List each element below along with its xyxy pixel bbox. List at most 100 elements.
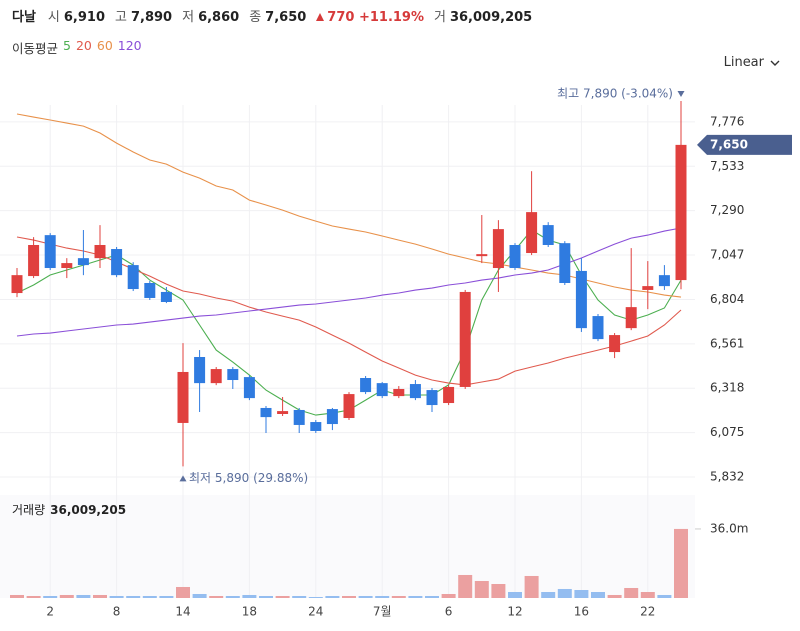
- volume-bar: [93, 594, 107, 598]
- volume-bar: [541, 591, 556, 598]
- volume-title-value: 36,009,205: [50, 503, 126, 517]
- change-value: 770 +11.19%: [327, 9, 424, 25]
- candle-body: [260, 407, 272, 418]
- x-tick-label: 18: [242, 605, 257, 619]
- open-value: 6,910: [63, 10, 106, 25]
- y-tick-label: 6,561: [710, 336, 744, 350]
- volume-label: 거: [434, 10, 446, 25]
- candle-body: [409, 384, 421, 399]
- volume-bar: [126, 596, 141, 598]
- volume-panel: [0, 495, 695, 598]
- last-price-label: 7,650: [710, 137, 748, 151]
- ma-line: [16, 227, 682, 337]
- candle-body: [658, 275, 670, 287]
- volume-bar: [192, 593, 207, 598]
- x-tick-label: 16: [574, 605, 589, 619]
- candle-body: [476, 254, 488, 257]
- volume-bar: [657, 594, 672, 598]
- last-price-tag: [697, 134, 792, 155]
- candle-body: [675, 144, 687, 281]
- low-marker: [179, 475, 187, 482]
- x-tick-label: 14: [175, 605, 190, 619]
- y-tick-label: 7,047: [710, 248, 744, 262]
- x-tick-label: 8: [113, 605, 121, 619]
- volume-bar: [292, 596, 307, 598]
- high-value: 7,890: [130, 10, 173, 25]
- candle-body: [509, 244, 521, 269]
- y-tick-label: 6,804: [710, 292, 744, 306]
- volume-bar: [209, 596, 224, 598]
- up-arrow: [316, 13, 325, 21]
- x-tick-label: 22: [640, 605, 655, 619]
- volume-bar: [441, 593, 456, 598]
- volume-bar: [176, 586, 190, 598]
- scale-menu-label[interactable]: Linear: [723, 55, 764, 70]
- candle-body: [11, 275, 23, 294]
- candle-body: [227, 369, 239, 381]
- candle-body: [592, 316, 604, 340]
- volume-bar: [474, 580, 489, 598]
- candle-body: [243, 377, 255, 399]
- low-value: 6,860: [198, 10, 240, 25]
- y-tick-label: 7,290: [710, 203, 744, 217]
- volume-bar: [43, 596, 58, 598]
- high-label: 고: [115, 10, 127, 25]
- legend-entry: 5: [63, 38, 71, 53]
- y-tick-label: 6,318: [710, 381, 744, 395]
- y-tick-label: 6,075: [710, 425, 744, 439]
- candle-body: [127, 265, 139, 290]
- candle-body: [61, 263, 73, 269]
- high-marker: [677, 91, 685, 98]
- candle-body: [293, 409, 305, 425]
- candle-body: [542, 225, 554, 245]
- legend-entry: 20: [75, 38, 92, 53]
- ma-line: [16, 236, 682, 386]
- candle-body: [609, 335, 621, 353]
- close-label: 종: [249, 10, 262, 25]
- candle-body: [360, 378, 372, 393]
- volume-title: 거래량 36,009,205: [12, 503, 126, 517]
- x-tick-label: 12: [507, 605, 522, 619]
- volume-bar: [242, 594, 257, 598]
- candle-body: [559, 243, 571, 283]
- volume-bar: [640, 591, 655, 598]
- candle-body: [393, 388, 405, 397]
- x-tick-label: 24: [308, 605, 323, 619]
- volume-bar: [674, 528, 688, 598]
- volume-bar: [259, 596, 273, 598]
- volume-bar: [275, 596, 290, 598]
- volume-bar: [508, 591, 522, 598]
- close-value: 7,650: [265, 10, 307, 25]
- candle-body: [343, 394, 355, 419]
- volume-bar: [591, 591, 605, 598]
- stock-name: 다날: [12, 10, 36, 25]
- candle-body: [426, 390, 438, 406]
- change: 770 +11.19%: [316, 10, 424, 25]
- legend-title: 이동평균: [12, 41, 59, 56]
- volume-value: 36,009,205: [449, 10, 533, 25]
- volume-bar: [491, 583, 506, 598]
- candle-body: [575, 270, 587, 329]
- volume-bar: [159, 596, 174, 598]
- open-label: 시: [47, 10, 60, 25]
- x-tick-label: 7월: [373, 605, 392, 619]
- candle-body: [625, 307, 637, 329]
- candle-body: [160, 291, 172, 303]
- candle-body: [177, 371, 189, 423]
- volume-bar: [358, 596, 373, 598]
- scale-menu[interactable]: Linear: [724, 55, 780, 70]
- high-annotation: 최고 7,890 (-3.04%): [557, 87, 673, 101]
- candle-body: [44, 235, 56, 269]
- legend-entry: 120: [117, 38, 142, 53]
- quote-header: 다날 시 6,910 고 7,890 저 6,860 종 7,650 770 +11.1…: [12, 6, 533, 26]
- volume-bar: [574, 590, 589, 598]
- x-tick-label: 2: [46, 605, 54, 619]
- candle-body: [77, 258, 89, 266]
- low-annotation: 최저 5,890 (29.88%): [189, 471, 308, 485]
- candle-body: [310, 422, 322, 431]
- volume-bar: [109, 596, 124, 598]
- candle-body: [526, 212, 538, 254]
- volume-bar: [524, 575, 539, 598]
